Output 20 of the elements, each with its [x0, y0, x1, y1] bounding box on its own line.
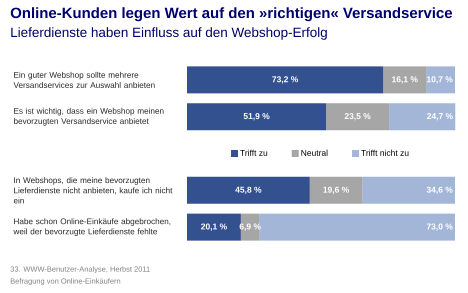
- data-label: 34,6 %: [426, 186, 453, 194]
- chart-subtitle: Lieferdienste haben Einfluss auf den Webshop-Erfolg: [11, 27, 327, 40]
- data-label: 45,8 %: [235, 186, 262, 194]
- data-label: 16,1 %: [392, 76, 418, 84]
- data-label: 73,2 %: [272, 76, 298, 84]
- y-tick-label: Habe schon Online-Einkäufe abgebrochen, weil der bevorzugte Lieferdienste fehlte: [13, 218, 170, 236]
- legend-label: Trifft nicht zu: [361, 150, 408, 156]
- chart-title: Online-Kunden legen Wert auf den »richtigen« Versandservice: [10, 7, 452, 22]
- y-tick-label: In Webshops, die meine bevorzugten Lieferdienste nicht anbieten, kaufe ich nicht ein: [14, 177, 172, 204]
- y-tick-label: Es ist wichtig, dass ein Webshop meinen bevorzugten Versandservice anbietet: [14, 108, 164, 126]
- data-label: 24,7 %: [427, 113, 453, 120]
- y-tick-label: Ein guter Webshop sollte mehrere Versandservices zur Auswahl anbieten: [14, 72, 155, 88]
- data-label: 23,5 %: [344, 113, 371, 120]
- data-label: 19,6 %: [323, 186, 349, 194]
- data-label: 10,7 %: [426, 76, 453, 84]
- legend-label: Trifft zu: [240, 150, 268, 156]
- data-label: 73,0 %: [426, 223, 453, 231]
- legend-label: Neutral: [301, 150, 328, 156]
- data-label: 51,9 %: [244, 113, 270, 120]
- data-label: 20,1 %: [201, 223, 227, 231]
